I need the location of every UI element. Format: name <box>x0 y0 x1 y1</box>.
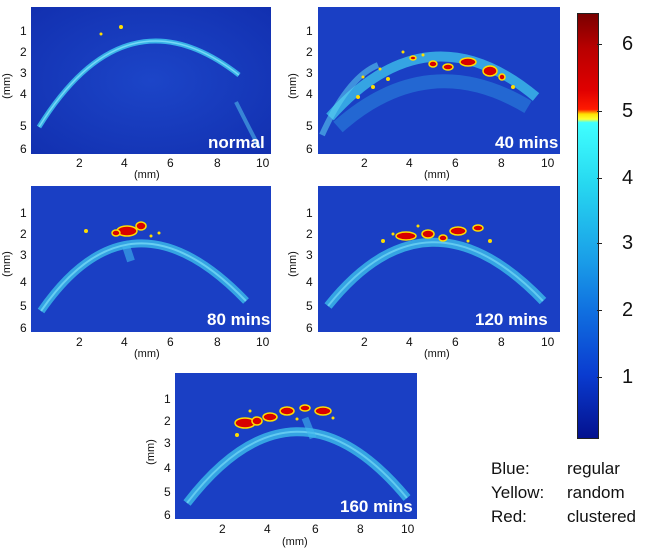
x-tick: 6 <box>167 335 174 349</box>
ultrasound-image-80-mins <box>31 186 271 332</box>
ultrasound-image-120-mins <box>318 186 560 332</box>
y-tick: 6 <box>306 142 313 156</box>
colorbar-tick-label: 6 <box>622 33 634 55</box>
x-tick: 2 <box>219 522 226 536</box>
legend-key: Yellow: <box>491 483 545 502</box>
y-tick: 1 <box>306 24 313 38</box>
time-label: 40 mins <box>495 133 559 152</box>
legend-entry: Blue: regular <box>491 457 636 481</box>
x-tick: 10 <box>256 335 270 349</box>
x-tick: 6 <box>312 522 319 536</box>
y-tick: 6 <box>20 142 27 156</box>
x-tick: 8 <box>214 335 221 349</box>
colorbar-tick-mark <box>597 377 602 378</box>
y-tick: 4 <box>20 275 27 289</box>
x-tick: 4 <box>406 335 413 349</box>
y-tick: 4 <box>164 461 171 475</box>
y-tick: 2 <box>306 45 313 59</box>
x-tick: 4 <box>121 335 128 349</box>
legend-value: random <box>567 483 625 502</box>
y-tick: 5 <box>306 119 313 133</box>
y-tick: 2 <box>306 227 313 241</box>
y-tick: 3 <box>306 66 313 80</box>
y-tick: 3 <box>306 248 313 262</box>
y-tick: 1 <box>20 206 27 220</box>
y-axis-label: (mm) <box>144 439 157 465</box>
colorbar-tick-label: 2 <box>622 299 634 321</box>
y-tick: 5 <box>20 299 27 313</box>
ultrasound-image-normal <box>31 7 271 154</box>
x-tick: 6 <box>452 335 459 349</box>
legend: Blue: regular Yellow: random Red: clustered <box>491 457 636 529</box>
ultrasound-image-40-mins <box>318 7 560 154</box>
y-axis-label: (mm) <box>286 251 299 277</box>
x-tick: 4 <box>406 156 413 170</box>
y-tick: 3 <box>20 248 27 262</box>
y-axis-label: (mm) <box>0 73 13 99</box>
time-label: 160 mins <box>340 497 413 516</box>
y-axis-label: (mm) <box>0 251 13 277</box>
y-tick: 6 <box>164 508 171 522</box>
x-tick: 6 <box>167 156 174 170</box>
x-tick: 4 <box>264 522 271 536</box>
x-tick: 8 <box>498 156 505 170</box>
x-axis-label: (mm) <box>134 169 160 181</box>
x-tick: 2 <box>76 335 83 349</box>
y-tick: 5 <box>20 119 27 133</box>
time-label: normal <box>208 133 265 152</box>
y-tick: 5 <box>164 485 171 499</box>
x-tick: 6 <box>452 156 459 170</box>
y-tick: 2 <box>164 414 171 428</box>
colorbar-tick-mark <box>597 310 602 311</box>
legend-key: Red: <box>491 507 527 526</box>
y-tick: 4 <box>20 87 27 101</box>
x-tick: 10 <box>541 156 555 170</box>
y-tick: 4 <box>306 275 313 289</box>
x-tick: 10 <box>256 156 270 170</box>
colorbar-tick-mark <box>597 111 602 112</box>
x-tick: 2 <box>361 156 368 170</box>
y-tick: 1 <box>306 206 313 220</box>
x-tick: 8 <box>214 156 221 170</box>
colorbar-tick-label: 1 <box>622 366 634 388</box>
y-tick: 5 <box>306 299 313 313</box>
y-tick: 1 <box>164 392 171 406</box>
x-tick: 10 <box>401 522 415 536</box>
legend-key: Blue: <box>491 459 530 478</box>
x-axis-label: (mm) <box>424 169 450 181</box>
x-axis-label: (mm) <box>282 536 308 548</box>
legend-entry: Yellow: random <box>491 481 636 505</box>
x-axis-label: (mm) <box>134 348 160 360</box>
colorbar-tick-label: 3 <box>622 232 634 254</box>
x-tick: 8 <box>498 335 505 349</box>
y-tick: 1 <box>20 24 27 38</box>
y-tick: 2 <box>20 45 27 59</box>
y-tick: 2 <box>20 227 27 241</box>
ultrasound-image-160-mins <box>175 373 417 519</box>
y-axis-label: (mm) <box>286 73 299 99</box>
colorbar-tick-label: 5 <box>622 100 634 122</box>
x-tick: 10 <box>541 335 555 349</box>
x-tick: 4 <box>121 156 128 170</box>
legend-value: regular <box>567 459 620 478</box>
legend-entry: Red: clustered <box>491 505 636 529</box>
y-tick: 6 <box>20 321 27 335</box>
y-tick: 3 <box>164 436 171 450</box>
x-axis-label: (mm) <box>424 348 450 360</box>
y-tick: 6 <box>306 321 313 335</box>
colorbar <box>577 13 599 439</box>
y-tick: 4 <box>306 87 313 101</box>
colorbar-tick-label: 4 <box>622 167 634 189</box>
colorbar-tick-mark <box>597 178 602 179</box>
time-label: 80 mins <box>207 310 271 329</box>
colorbar-tick-mark <box>597 44 602 45</box>
time-label: 120 mins <box>475 310 548 329</box>
y-tick: 3 <box>20 66 27 80</box>
x-tick: 2 <box>76 156 83 170</box>
x-tick: 2 <box>361 335 368 349</box>
legend-value: clustered <box>567 507 636 526</box>
colorbar-tick-mark <box>597 243 602 244</box>
x-tick: 8 <box>357 522 364 536</box>
